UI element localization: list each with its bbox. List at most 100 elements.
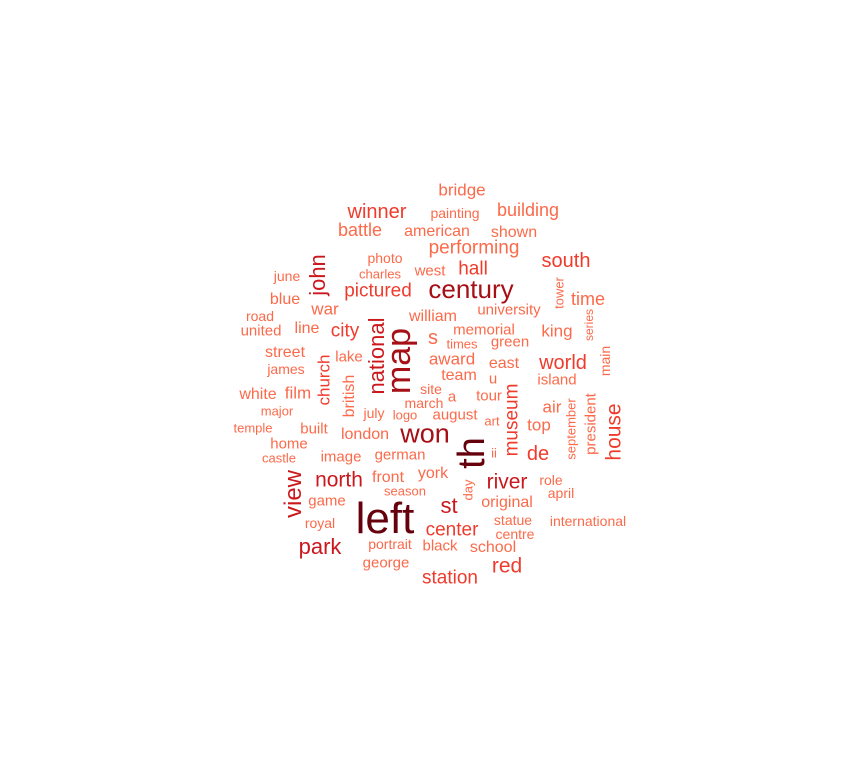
word-art: art — [484, 413, 500, 429]
word-white: white — [239, 386, 277, 403]
word-air: air — [542, 397, 562, 417]
word-school: school — [469, 539, 517, 556]
word-international: international — [549, 513, 627, 529]
word-s: s — [428, 327, 438, 349]
word-winner: winner — [347, 201, 407, 223]
word-city: city — [330, 320, 360, 342]
word-building: building — [496, 200, 560, 220]
word-view: view — [280, 469, 307, 519]
word-war: war — [311, 299, 339, 319]
word-memorial: memorial — [453, 321, 515, 339]
word-painting: painting — [430, 205, 480, 221]
word-image: image — [320, 448, 362, 466]
word-st: st — [440, 493, 458, 518]
word-river: river — [486, 470, 528, 494]
word-july: july — [363, 405, 385, 421]
word-shown: shown — [490, 224, 538, 241]
word-station: station — [422, 567, 478, 589]
word-won: won — [400, 418, 450, 449]
word-day: day — [460, 479, 476, 501]
word-center: center — [425, 519, 479, 541]
word-national: national — [364, 317, 389, 395]
word-john: john — [305, 254, 330, 296]
word-pictured: pictured — [344, 280, 412, 302]
word-south: south — [541, 250, 591, 272]
word-home: home — [270, 435, 308, 453]
word-september: september — [563, 398, 579, 460]
word-march: march — [404, 395, 444, 411]
word-charles: charles — [359, 266, 401, 282]
word-lake: lake — [335, 348, 363, 366]
word-major: major — [260, 403, 294, 419]
word-original: original — [481, 494, 533, 511]
word-centre: centre — [495, 526, 535, 542]
word-built: built — [300, 420, 328, 438]
word-century: century — [428, 274, 514, 304]
word-time: time — [570, 289, 606, 309]
word-german: german — [374, 446, 426, 464]
word-award: award — [428, 349, 476, 369]
word-u: u — [488, 370, 498, 388]
word-museum: museum — [501, 383, 523, 457]
word-site: site — [420, 381, 442, 397]
word-london: london — [340, 426, 390, 443]
word-main: main — [597, 345, 613, 377]
word-front: front — [371, 469, 405, 486]
word-june: june — [273, 268, 301, 284]
word-william: william — [409, 308, 457, 325]
word-king: king — [541, 321, 573, 341]
word-james: james — [267, 361, 305, 377]
word-film: film — [284, 383, 312, 403]
word-blue: blue — [269, 291, 301, 308]
word-park: park — [298, 534, 342, 559]
word-university: university — [477, 301, 541, 319]
word-street: street — [264, 344, 306, 361]
word-island: island — [537, 371, 577, 389]
word-green: green — [490, 333, 530, 351]
word-royal: royal — [304, 515, 336, 531]
word-left: left — [355, 494, 415, 543]
word-hall: hall — [458, 258, 488, 280]
word-president: president — [582, 393, 600, 455]
word-season: season — [384, 483, 426, 499]
word-april: april — [547, 485, 575, 501]
word-church: church — [314, 354, 334, 406]
word-black: black — [422, 537, 458, 555]
word-united: united — [240, 322, 282, 340]
word-east: east — [488, 355, 520, 372]
word-tower: tower — [551, 277, 567, 309]
word-house: house — [602, 403, 626, 461]
word-world: world — [539, 352, 587, 374]
word-logo: logo — [392, 407, 418, 423]
word-performing: performing — [428, 237, 520, 259]
word-castle: castle — [262, 450, 296, 466]
word-george: george — [362, 554, 410, 572]
word-american: american — [404, 223, 470, 240]
word-role: role — [539, 472, 563, 488]
word-series: series — [582, 308, 596, 342]
word-line: line — [294, 320, 320, 337]
word-british: british — [341, 374, 358, 418]
word-temple: temple — [233, 420, 273, 436]
word-th: th — [451, 437, 493, 469]
word-de: de — [526, 443, 550, 465]
word-photo: photo — [367, 250, 403, 266]
word-august: august — [432, 406, 478, 424]
word-team: team — [441, 367, 477, 384]
word-times: times — [446, 336, 478, 352]
word-bridge: bridge — [438, 180, 486, 200]
word-tour: tour — [476, 387, 502, 405]
word-north: north — [315, 468, 363, 492]
word-ii: ii — [491, 445, 497, 461]
word-battle: battle — [337, 220, 383, 240]
word-red: red — [491, 554, 523, 578]
word-a: a — [447, 388, 457, 406]
word-road: road — [245, 308, 275, 324]
word-statue: statue — [493, 512, 533, 528]
word-york: york — [417, 465, 449, 482]
word-top: top — [527, 415, 551, 435]
word-game: game — [308, 492, 346, 510]
word-west: west — [414, 262, 446, 280]
word-portrait: portrait — [368, 536, 412, 552]
